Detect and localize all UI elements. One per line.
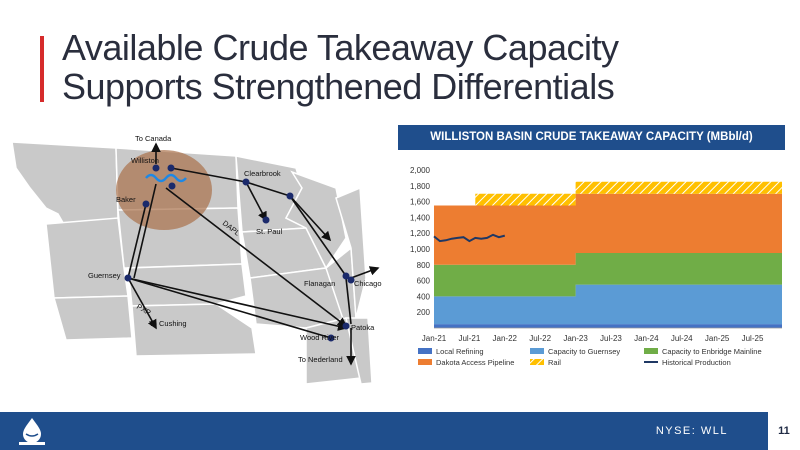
page-number-box [768, 412, 800, 450]
label-flanagan: Flanagan [304, 279, 335, 288]
legend-label: Rail [548, 358, 561, 367]
label-to-canada: To Canada [135, 134, 172, 143]
area-capacity-to-guernsey [434, 284, 782, 325]
legend-label: Local Refining [436, 347, 484, 356]
x-tick-label: Jul-24 [671, 334, 693, 343]
area-rail [434, 181, 782, 206]
legend-swatch [418, 348, 432, 354]
legend-label: Capacity to Guernsey [548, 347, 620, 356]
legend-label: Capacity to Enbridge Mainline [662, 347, 762, 356]
x-tick-label: Jul-25 [742, 334, 764, 343]
area-dakota-access-pipeline [434, 193, 782, 265]
pipeline-lines [127, 142, 380, 366]
label-chicago: Chicago [354, 279, 382, 288]
y-tick-label: 1,600 [410, 198, 431, 207]
line-historical-production [433, 233, 506, 243]
x-tick-label: Jul-22 [529, 334, 551, 343]
title-accent-bar [40, 36, 44, 102]
legend-label: Historical Production [662, 358, 731, 367]
label-guernsey: Guernsey [88, 271, 121, 280]
y-tick-label: 1,400 [410, 213, 431, 222]
label-st-paul: St. Paul [256, 227, 283, 236]
y-tick-label: 800 [417, 261, 431, 270]
pipeline-nodes [124, 164, 355, 342]
y-tick-label: 400 [417, 292, 431, 301]
basin-squiggle [145, 173, 187, 183]
x-tick-label: Jan-22 [493, 334, 518, 343]
legend-swatch [644, 348, 658, 354]
label-williston: Williston [131, 156, 159, 165]
label-wood-river: Wood River [300, 333, 340, 342]
chart-title: WILLISTON BASIN CRUDE TAKEAWAY CAPACITY … [398, 125, 785, 150]
y-tick-label: 1,000 [410, 245, 431, 254]
title-line-1: Available Crude Takeaway Capacity [62, 27, 619, 68]
y-tick-label: 1,200 [410, 229, 431, 238]
page-title: Available Crude Takeaway Capacity Suppor… [62, 28, 619, 106]
label-baker: Baker [116, 195, 136, 204]
label-to-cushing: To Cushing [149, 319, 187, 328]
ticker-symbol: NYSE: WLL [655, 425, 728, 437]
capacity-chart-svg: 200 400 600 800 1,000 1,200 1,400 1,600 1,800 2,0… [410, 166, 782, 367]
y-tick-label: 2,000 [410, 166, 431, 175]
area-local-refining [434, 324, 782, 328]
y-tick-label: 1,800 [410, 182, 431, 191]
label-clearbrook: Clearbrook [244, 169, 281, 178]
footer-bar: NYSE: WLL 11 [0, 412, 800, 450]
williston-basin-area [116, 150, 212, 230]
page-number: 11 [778, 425, 790, 437]
whiting-logo-icon [19, 418, 45, 445]
pipeline-map: To Canada Williston Clearbrook Baker St.… [6, 128, 386, 390]
y-tick-label: 200 [417, 308, 431, 317]
x-tick-label: Jan-23 [563, 334, 588, 343]
pipeline-map-svg: To Canada Williston Clearbrook Baker St.… [11, 134, 382, 385]
label-to-nederland: To Nederland [298, 355, 343, 364]
legend-label: Dakota Access Pipeline [436, 358, 514, 367]
label-patoka: Patoka [351, 323, 375, 332]
x-tick-label: Jul-21 [458, 334, 480, 343]
legend-swatch [418, 359, 432, 365]
title-line-2: Supports Strengthened Differentials [62, 66, 615, 107]
y-tick-label: 600 [417, 277, 431, 286]
capacity-chart: 200 400 600 800 1,000 1,200 1,400 1,600 1,800 2,0… [398, 155, 788, 385]
area-capacity-to-enbridge-mainline [434, 253, 782, 297]
x-tick-label: Jul-23 [600, 334, 622, 343]
legend-swatch [530, 348, 544, 354]
x-tick-label: Jan-24 [634, 334, 659, 343]
legend-swatch [530, 359, 544, 365]
x-tick-label: Jan-21 [422, 334, 447, 343]
x-tick-label: Jan-25 [705, 334, 730, 343]
